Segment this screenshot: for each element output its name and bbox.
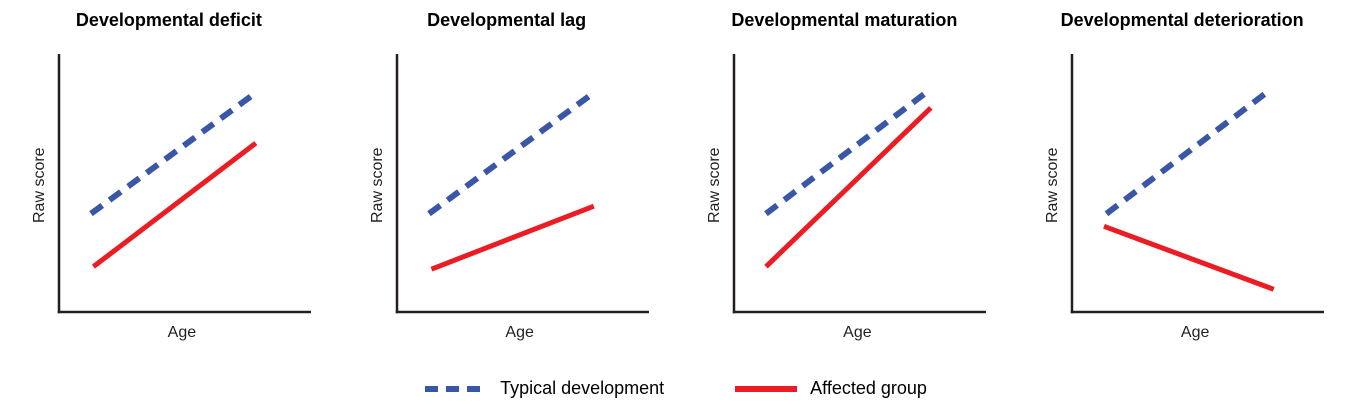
- chart-title: Developmental lag: [427, 10, 587, 30]
- chart-developmental-deficit: Developmental deficit Raw score Age: [0, 0, 338, 344]
- y-axis-label: Raw score: [1044, 147, 1062, 223]
- chart-title: Developmental deterioration: [1060, 10, 1304, 30]
- chart-developmental-deterioration: Developmental deterioration Raw score Ag…: [1013, 0, 1351, 344]
- x-axis-label: Age: [1180, 324, 1210, 341]
- y-axis-label: Raw score: [368, 147, 386, 223]
- chart-title: Developmental deficit: [75, 10, 262, 30]
- y-axis-label: Raw score: [30, 147, 48, 223]
- charts-row: Developmental deficit Raw score Age Deve…: [0, 0, 1351, 344]
- legend-item-typical-development: Typical development: [424, 378, 664, 399]
- plot-area: [1070, 54, 1325, 314]
- legend: Typical development Affected group: [0, 378, 1351, 399]
- plot-wrap: Raw score: [1040, 54, 1325, 316]
- chart-title: Developmental maturation: [731, 10, 958, 30]
- legend-item-affected-group: Affected group: [734, 378, 927, 399]
- typical-development-dashed-line-icon: [425, 385, 488, 392]
- x-axis-label: Age: [505, 324, 534, 341]
- chart-developmental-lag: Developmental lag Raw score Age: [338, 0, 676, 344]
- plot-wrap: Raw score: [702, 54, 987, 316]
- plot-area: [395, 54, 649, 314]
- plot-area: [57, 54, 311, 314]
- legend-label: Affected group: [810, 378, 927, 398]
- x-axis-label: Age: [843, 324, 872, 341]
- plot-wrap: Raw score: [365, 54, 649, 316]
- plot-wrap: Raw score: [27, 54, 311, 316]
- plot-area: [733, 54, 987, 314]
- affected-group-solid-line-icon: [735, 385, 798, 392]
- chart-developmental-maturation: Developmental maturation Raw score Age: [676, 0, 1014, 344]
- y-axis-label: Raw score: [706, 147, 724, 223]
- x-axis-label: Age: [167, 324, 197, 341]
- legend-label: Typical development: [500, 378, 665, 398]
